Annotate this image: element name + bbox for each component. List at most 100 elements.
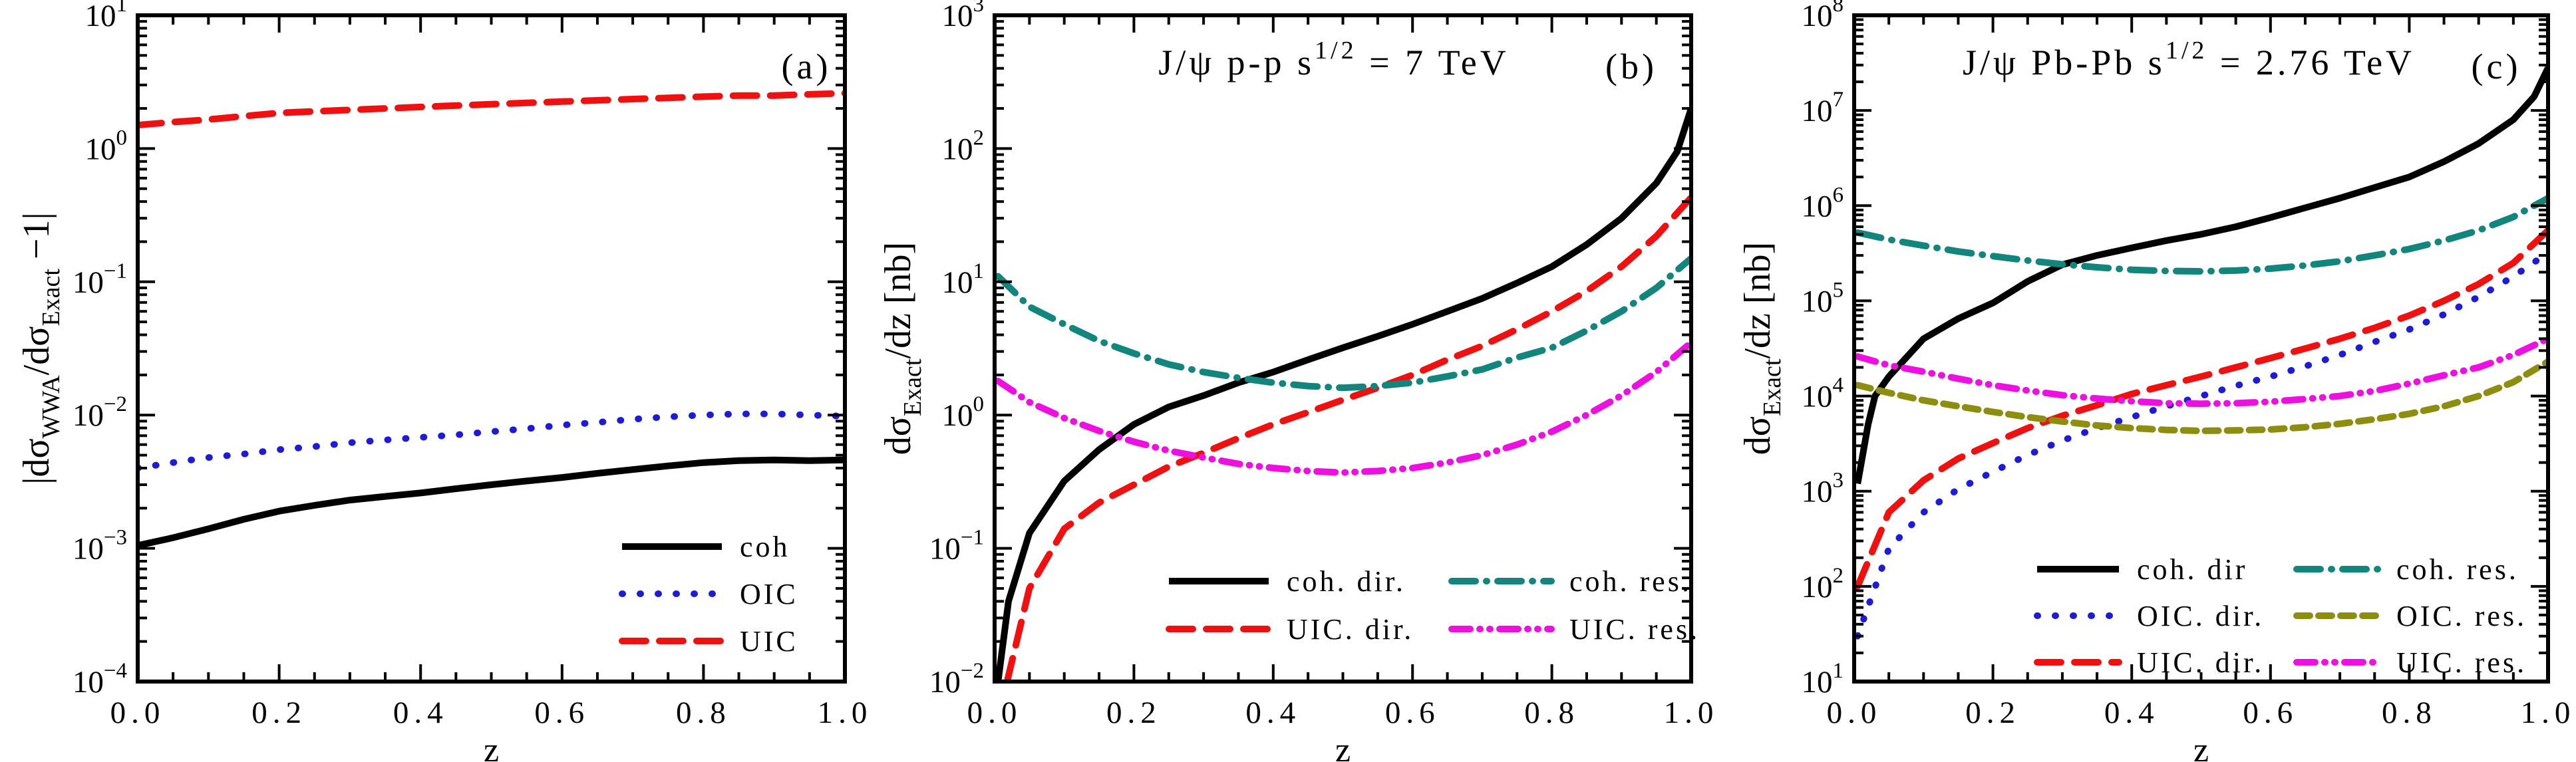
- y-tick-label: 101: [1802, 659, 1844, 699]
- y-tick-label: 10−1: [929, 526, 984, 567]
- y-tick-labels: 103 102 101 100 10−1 10−2: [929, 0, 984, 699]
- legend-item: coh. dir: [2037, 553, 2247, 586]
- panel-title: J/ψ p-p s1/2​ = 7 TeV: [1158, 37, 1510, 82]
- y-axis-label-text: dσExact​/dz [nb]: [1737, 242, 1786, 455]
- curve-UIC-dir: [1854, 227, 2548, 590]
- legend-item: coh. res.: [1448, 565, 1692, 598]
- legend-item: UIC: [619, 625, 798, 658]
- legend-label: coh. dir: [2137, 553, 2247, 586]
- legend-item: coh: [622, 531, 790, 563]
- legend-item: UIC. dir.: [1166, 613, 1414, 646]
- legend-label: coh: [740, 531, 790, 563]
- legend-item: UIC. res.: [1448, 613, 1700, 646]
- curve-UIC-dir: [1003, 193, 1691, 682]
- y-tick-label: 100: [85, 126, 128, 166]
- legend-label: coh. res.: [1569, 565, 1692, 598]
- curve-UIC-res: [1854, 335, 2548, 408]
- legend-label: coh. dir.: [1287, 565, 1406, 598]
- axis-ticks: [995, 15, 1691, 682]
- curve-UIC-res: [995, 339, 1691, 476]
- legend-item: UIC. res.: [2293, 646, 2527, 679]
- y-tick-label: 100: [942, 392, 985, 433]
- panel-a: 0.0 0.2 0.4 0.6 0.8 1.0 101 100 10−1 10−2 10−3 10−4…: [16, 0, 873, 762]
- x-tick-label: 0.8: [1524, 696, 1579, 730]
- legend-label: UIC. dir.: [1287, 613, 1414, 646]
- legend-item: coh. dir.: [1169, 565, 1406, 598]
- y-tick-label: 103: [1802, 469, 1844, 509]
- panel-b: 0.0 0.2 0.4 0.6 0.8 1.0 103 102 101 100 10−1 10−2 z d…: [878, 0, 1719, 762]
- legend: coh OIC UIC: [619, 531, 798, 658]
- x-tick-label: 0.0: [967, 696, 1023, 730]
- x-axis-label: z: [1335, 731, 1351, 762]
- curve-coh-res: [1854, 195, 2548, 275]
- plot-area: [138, 90, 845, 549]
- legend-label: UIC. res.: [2396, 646, 2527, 679]
- legend-label: coh. res.: [2396, 553, 2519, 586]
- legend-label: OIC. dir.: [2137, 600, 2264, 632]
- x-tick-label: 1.0: [2521, 696, 2576, 730]
- x-axis-label: z: [2193, 731, 2209, 762]
- plot-area: [1854, 66, 2548, 640]
- panel-label: (a): [782, 47, 832, 86]
- x-tick-label: 0.2: [1106, 696, 1162, 730]
- x-tick-label: 0.2: [251, 696, 307, 730]
- x-tick-label: 0.6: [2243, 696, 2298, 730]
- y-tick-label: 10−2: [929, 659, 984, 699]
- panel-title: J/ψ Pb-Pb s1/2​ = 2.76 TeV: [1963, 37, 2415, 82]
- curve-coh-res: [995, 255, 1691, 392]
- panel-label: (b): [1605, 47, 1657, 86]
- legend-item: coh. res.: [2293, 553, 2519, 586]
- y-tick-label: 104: [1802, 374, 1844, 414]
- legend-label: UIC. dir.: [2137, 646, 2264, 679]
- y-axis-label: dσExact​/dz [nb]: [878, 242, 927, 455]
- panel-c: 0.0 0.2 0.4 0.6 0.8 1.01081071061051041031021…: [1737, 0, 2576, 762]
- legend-item: OIC: [619, 578, 798, 610]
- curve-coh-dir: [995, 107, 1691, 682]
- y-tick-labels: 108 107 106 105 104 103 102 101: [1802, 0, 1844, 699]
- axis-ticks: [1854, 15, 2548, 682]
- x-tick-labels: 0.0 0.2 0.4 0.6 0.8 1.0: [1827, 696, 2576, 730]
- y-tick-label: 102: [942, 126, 985, 166]
- y-tick-label: 108: [1802, 0, 1844, 33]
- y-tick-label: 105: [1802, 278, 1844, 318]
- panel-label: (c): [2472, 47, 2521, 86]
- y-tick-label: 101: [942, 259, 985, 300]
- legend-label: UIC. res.: [1569, 613, 1700, 646]
- curve-coh-dir: [1854, 66, 2548, 485]
- x-tick-labels: 0.0 0.2 0.4 0.6 0.8 1.0: [967, 696, 1719, 730]
- legend-label: OIC: [740, 578, 798, 610]
- y-axis-label: dσExact​/dz [nb]: [1737, 242, 1786, 455]
- curve-OIC: [138, 410, 845, 471]
- x-tick-label: 0.4: [393, 696, 448, 730]
- y-axis-label-text: |dσWWA​/dσExact​ −1|: [16, 212, 65, 484]
- curve-OIC-dir: [1854, 249, 2548, 640]
- y-tick-label: 101: [85, 0, 128, 33]
- y-tick-label: 10−1: [73, 259, 127, 300]
- x-tick-label: 0.8: [2382, 696, 2437, 730]
- legend: coh. dir OIC. dir. UIC. dir. coh. res. OIC. …: [2034, 553, 2527, 679]
- y-tick-label: 107: [1802, 88, 1844, 128]
- curve-UIC: [138, 90, 845, 129]
- y-tick-label: 10−3: [73, 526, 127, 567]
- plot-area: [995, 107, 1691, 682]
- y-tick-label: 10−4: [73, 659, 127, 699]
- legend-item: OIC. dir.: [2034, 600, 2264, 632]
- x-tick-label: 1.0: [818, 696, 873, 730]
- x-tick-label: 1.0: [1664, 696, 1719, 730]
- curve-coh: [138, 456, 845, 549]
- y-tick-label: 10−2: [73, 392, 127, 433]
- x-tick-label: 0.6: [1385, 696, 1440, 730]
- x-tick-label: 0.8: [676, 696, 731, 730]
- axis-ticks: [138, 15, 845, 682]
- y-tick-labels: 101 100 10−1 10−2 10−3 10−4: [73, 0, 127, 699]
- legend-item: UIC. dir.: [2034, 646, 2264, 679]
- legend-label: UIC: [740, 625, 798, 658]
- curve-OIC-res: [1854, 358, 2548, 434]
- x-tick-label: 0.0: [110, 696, 166, 730]
- legend: coh. dir. UIC. dir. coh. res. UIC. res.: [1166, 565, 1700, 646]
- axes-frame: [136, 13, 847, 684]
- x-axis-label: z: [484, 731, 499, 762]
- x-tick-labels: 0.0 0.2 0.4 0.6 0.8 1.0: [110, 696, 873, 730]
